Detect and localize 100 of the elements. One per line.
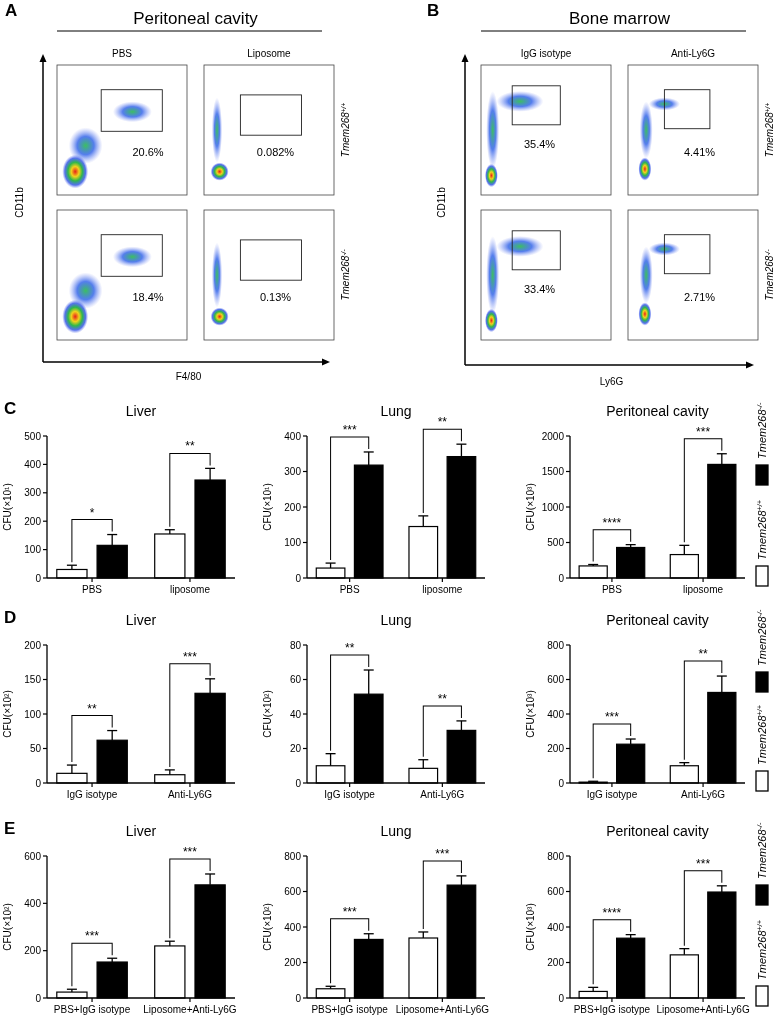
x-tick-label: Liposome+Anti-Ly6G <box>395 1004 490 1015</box>
chart-title: Peritoneal cavity <box>606 403 709 419</box>
text: F4/80 <box>175 371 202 382</box>
y-tick-label: 200 <box>24 639 42 651</box>
annotation: * <box>89 505 95 520</box>
y-tick-label: 1500 <box>541 466 565 477</box>
category-label: Liposome <box>247 48 292 59</box>
text: Ly6G <box>599 376 624 387</box>
y-axis-title: CFU(×10²) <box>2 903 13 951</box>
annotation: *** <box>696 856 711 871</box>
y-axis-title: CFU(×10²) <box>262 690 273 738</box>
y-tick-label: 600 <box>284 886 302 897</box>
text: 35.4% <box>523 138 556 150</box>
y-tick-label: 0 <box>558 992 565 1004</box>
annotation: **** <box>602 515 622 530</box>
x-tick-label: Anti-Ly6G <box>167 789 213 800</box>
y-tick-label: 200 <box>24 945 42 957</box>
x-tick-label: PBS <box>82 584 103 595</box>
text: 20.6% <box>132 145 164 158</box>
annotation: *** <box>696 424 711 439</box>
y-axis-title: CFU(×10¹) <box>2 483 13 531</box>
annotation: *** <box>435 846 450 861</box>
y-tick-label: 0 <box>558 572 565 584</box>
text: 0.13% <box>259 290 292 303</box>
x-tick-label: PBS <box>339 584 360 595</box>
category-label: PBS <box>111 48 133 59</box>
y-tick-label: 100 <box>24 708 42 720</box>
y-tick-label: 400 <box>24 458 42 470</box>
y-tick-label: 300 <box>24 487 42 499</box>
y-tick-label: 200 <box>547 743 565 754</box>
chart-title: Liver <box>125 823 157 839</box>
chart-title: Peritoneal cavity <box>606 823 709 839</box>
y-axis-title: CFU(×10³) <box>525 903 536 951</box>
x-tick-label: Anti-Ly6G <box>420 789 465 800</box>
y-tick-label: 0 <box>295 992 302 1004</box>
y-tick-label: 100 <box>24 544 42 556</box>
y-tick-label: 100 <box>284 537 302 548</box>
annotation: ** <box>87 701 98 716</box>
x-tick-label: liposome <box>169 584 211 595</box>
text: B <box>427 1 440 20</box>
y-tick-label: 40 <box>289 708 302 720</box>
x-tick-label: IgG isotype <box>324 789 376 800</box>
annotation: *** <box>604 710 620 725</box>
y-tick-label: 600 <box>547 886 565 897</box>
text: 0.082% <box>256 145 295 158</box>
x-tick-label: Anti-Ly6G <box>681 789 726 800</box>
x-tick-label: PBS+IgG isotype <box>53 1004 131 1015</box>
annotation: *** <box>85 929 100 944</box>
y-axis-title: CFU(×10³) <box>525 483 536 531</box>
y-tick-label: 0 <box>35 992 42 1004</box>
y-tick-label: 300 <box>284 466 302 477</box>
text: ** <box>437 415 448 430</box>
y-tick-label: 2000 <box>541 430 565 442</box>
text: CD11b <box>436 186 447 218</box>
y-tick-label: 400 <box>284 430 302 442</box>
y-axis-title: CFU(×10²) <box>2 690 13 738</box>
text: C <box>4 399 17 418</box>
y-tick-label: 0 <box>295 572 302 584</box>
y-tick-label: 600 <box>24 850 42 862</box>
y-tick-label: 50 <box>29 743 42 754</box>
annotation: ** <box>344 641 355 656</box>
text: Peritoneal cavity <box>133 9 259 28</box>
x-tick-label: IgG isotype <box>586 789 638 800</box>
y-tick-label: 0 <box>35 777 42 789</box>
y-tick-label: 500 <box>24 430 42 442</box>
y-tick-label: 200 <box>284 501 302 513</box>
y-tick-label: 0 <box>295 777 302 789</box>
y-tick-label: 600 <box>547 674 565 685</box>
y-tick-label: 0 <box>558 777 565 789</box>
y-tick-label: 400 <box>547 921 565 933</box>
text: 2.71% <box>683 290 716 303</box>
annotation: *** <box>182 844 198 859</box>
category-label: Anti-Ly6G <box>670 48 716 59</box>
y-tick-label: 200 <box>24 515 42 527</box>
y-tick-label: 800 <box>547 850 565 862</box>
annotation: *** <box>182 649 198 664</box>
text: D <box>4 608 17 627</box>
annotation: ** <box>185 439 195 454</box>
annotation: **** <box>602 905 622 920</box>
y-tick-label: 400 <box>547 708 565 720</box>
chart-title: Lung <box>380 403 412 419</box>
x-tick-label: liposome <box>422 584 463 595</box>
x-tick-label: Liposome+Anti-Ly6G <box>656 1004 750 1015</box>
y-axis-title: CFU(×10¹) <box>262 483 273 531</box>
y-axis-title: CFU(×10²) <box>262 903 273 951</box>
annotation: ** <box>437 691 448 706</box>
text: 4.41% <box>683 145 716 158</box>
y-tick-label: 200 <box>284 957 302 968</box>
y-tick-label: 60 <box>289 674 302 685</box>
y-tick-label: 200 <box>547 957 565 968</box>
y-tick-label: 20 <box>289 743 302 754</box>
x-tick-label: PBS <box>601 584 623 595</box>
category-label: IgG isotype <box>520 48 572 59</box>
x-tick-label: PBS+IgG isotype <box>573 1004 651 1015</box>
annotation: *** <box>342 904 357 919</box>
y-tick-label: 400 <box>24 897 42 909</box>
y-tick-label: 500 <box>547 537 565 548</box>
text: 18.4% <box>132 290 164 303</box>
x-tick-label: PBS+IgG isotype <box>311 1004 389 1015</box>
annotation: ** <box>698 647 709 662</box>
